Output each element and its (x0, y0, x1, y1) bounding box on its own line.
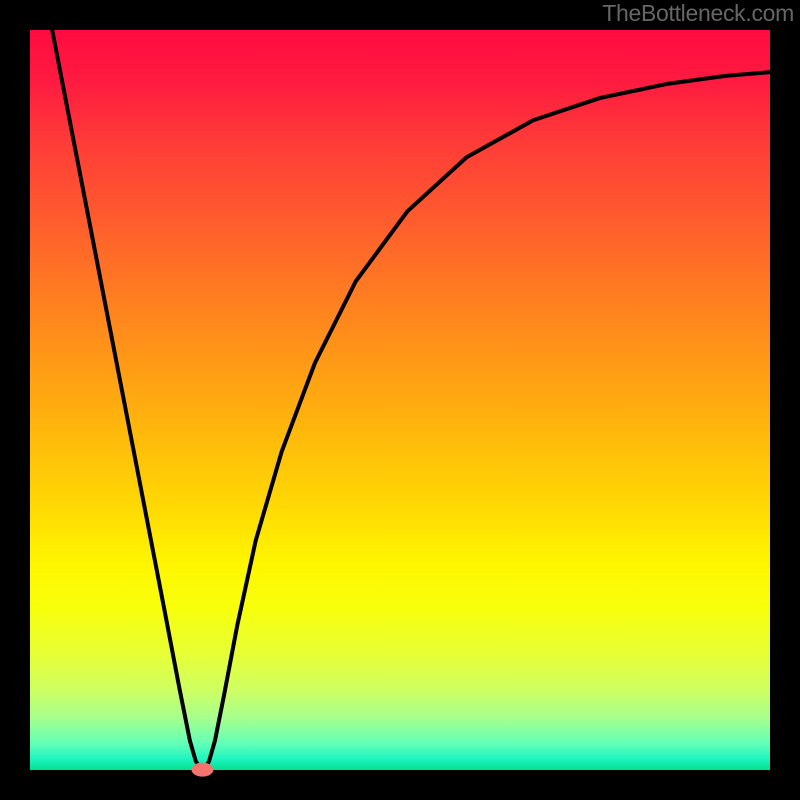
chart-container: { "watermark": { "text": "TheBottleneck.… (0, 0, 800, 800)
minimum-marker (191, 763, 213, 777)
chart-svg (0, 0, 800, 800)
watermark-text: TheBottleneck.com (602, 0, 794, 27)
plot-background (30, 30, 770, 770)
